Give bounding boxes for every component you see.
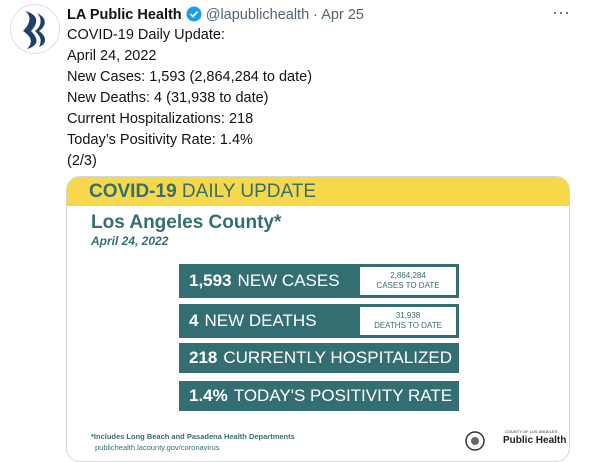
author-name[interactable]: LA Public Health [67, 7, 182, 23]
to-date-number: 31,938 [395, 311, 421, 320]
stat-label: TODAY'S POSITIVITY RATE [233, 386, 453, 405]
logo: COUNTY OF LOS ANGELES Public Health [465, 429, 566, 453]
tweet-line: COVID-19 Daily Update: [67, 27, 225, 43]
author-handle[interactable]: @lapublichealth [205, 7, 310, 23]
to-date-number: 2,864,284 [390, 271, 426, 280]
tweet-line: April 24, 2022 [67, 48, 157, 64]
url: publichealth.lacounty.gov/coronavirus [95, 443, 220, 452]
stat-number: 218 [189, 348, 218, 367]
header-bold: COVID-19 [89, 181, 177, 202]
stat-number: 1.4% [189, 386, 228, 405]
tweet-date[interactable]: Apr 25 [321, 7, 364, 23]
avatar[interactable] [10, 4, 60, 54]
logo-big: Public Health [503, 435, 567, 446]
stat-label: NEW DEATHS [204, 311, 317, 330]
media-card[interactable]: COVID-19 DAILY UPDATE Los Angeles County… [66, 176, 570, 462]
stat-label: CURRENTLY HOSPITALIZED [223, 348, 452, 367]
to-date-box: 31,938 DEATHS TO DATE [360, 307, 456, 335]
tweet-header: LA Public Health @lapublichealth · Apr 2… [67, 6, 364, 23]
county-seal [465, 431, 485, 451]
card-title: Los Angeles County* [91, 212, 282, 233]
stat-label: NEW CASES [237, 271, 340, 290]
separator: · [313, 7, 319, 23]
stat-row: 1,593 NEW CASES 2,864,284 CASES TO DATE [179, 264, 459, 298]
stat-number: 1,593 [189, 271, 232, 290]
footnote: *Includes Long Beach and Pasadena Health… [91, 432, 295, 441]
avatar-logo [23, 11, 46, 49]
verified-badge [186, 6, 202, 22]
logo-small: COUNTY OF LOS ANGELES [505, 429, 558, 434]
stat-row: 1.4% TODAY'S POSITIVITY RATE [179, 381, 459, 411]
tweet-line: Current Hospitalizations: 218 [67, 111, 254, 127]
tweet-line: (2/3) [67, 153, 97, 169]
tweet-line: Today’s Positivity Rate: 1.4% [67, 132, 253, 148]
card-header: COVID-19 DAILY UPDATE [67, 177, 569, 206]
tweet-line: New Cases: 1,593 (2,864,284 to date) [67, 69, 313, 85]
header-rest: DAILY UPDATE [181, 181, 317, 202]
stat-number: 4 [189, 311, 199, 330]
to-date-label: CASES TO DATE [376, 281, 440, 290]
to-date-box: 2,864,284 CASES TO DATE [360, 267, 456, 295]
stat-row: 218 CURRENTLY HOSPITALIZED [179, 343, 459, 373]
to-date-label: DEATHS TO DATE [374, 321, 442, 330]
more-menu[interactable]: ··· [552, 2, 570, 22]
card-date: April 24, 2022 [91, 234, 169, 248]
stat-row: 4 NEW DEATHS 31,938 DEATHS TO DATE [179, 304, 459, 338]
tweet-line: New Deaths: 4 (31,938 to date) [67, 90, 269, 106]
